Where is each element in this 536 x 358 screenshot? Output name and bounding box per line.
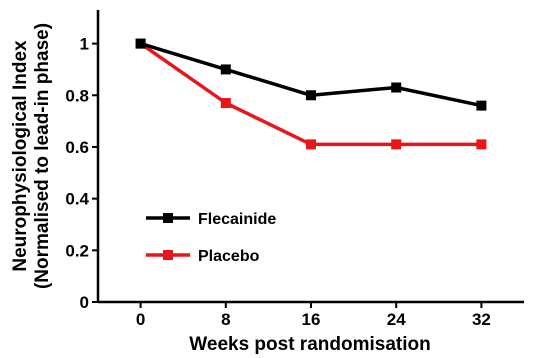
data-point-flecainide <box>476 100 487 111</box>
x-tick-label: 24 <box>387 310 406 329</box>
legend-item-flecainide: Flecainide <box>146 211 276 228</box>
legend-marker-flecainide <box>163 213 173 223</box>
series-layer <box>135 38 487 150</box>
x-tick-label: 8 <box>221 310 230 329</box>
data-point-flecainide <box>135 38 146 49</box>
data-point-flecainide <box>220 64 231 75</box>
y-tick-label: 1 <box>80 35 89 54</box>
data-point-placebo <box>306 139 316 150</box>
y-axis-title-line2: (Normalised to lead-in phase) <box>32 23 53 289</box>
legend-label-placebo: Placebo <box>198 248 260 265</box>
y-axis-title-line1: Neurophysiological Index <box>10 40 31 272</box>
y-tick-label: 0.2 <box>65 241 89 260</box>
x-axis-title: Weeks post randomisation <box>189 334 430 355</box>
y-tick-label: 0.4 <box>65 190 89 209</box>
y-tick-label: 0 <box>80 293 89 312</box>
y-tick-label: 0.6 <box>65 138 89 157</box>
series-flecainide <box>135 38 487 111</box>
y-tick-label: 0.8 <box>65 86 89 105</box>
x-tick-label: 32 <box>472 310 491 329</box>
data-point-placebo <box>391 139 402 150</box>
axes <box>96 10 524 304</box>
legend-item-placebo: Placebo <box>146 248 260 265</box>
data-point-flecainide <box>306 90 316 101</box>
legend-label-flecainide: Flecainide <box>198 211 276 228</box>
ticks: 0 0.2 0.4 0.6 0.8 1 0 8 16 24 32 <box>65 35 491 329</box>
data-point-placebo <box>220 98 231 109</box>
data-point-placebo <box>476 139 487 150</box>
legend-marker-placebo <box>163 250 173 260</box>
x-tick-label: 16 <box>302 310 321 329</box>
x-tick-label: 0 <box>136 310 145 329</box>
legend: Flecainide Placebo <box>146 211 276 265</box>
data-point-flecainide <box>391 82 402 93</box>
